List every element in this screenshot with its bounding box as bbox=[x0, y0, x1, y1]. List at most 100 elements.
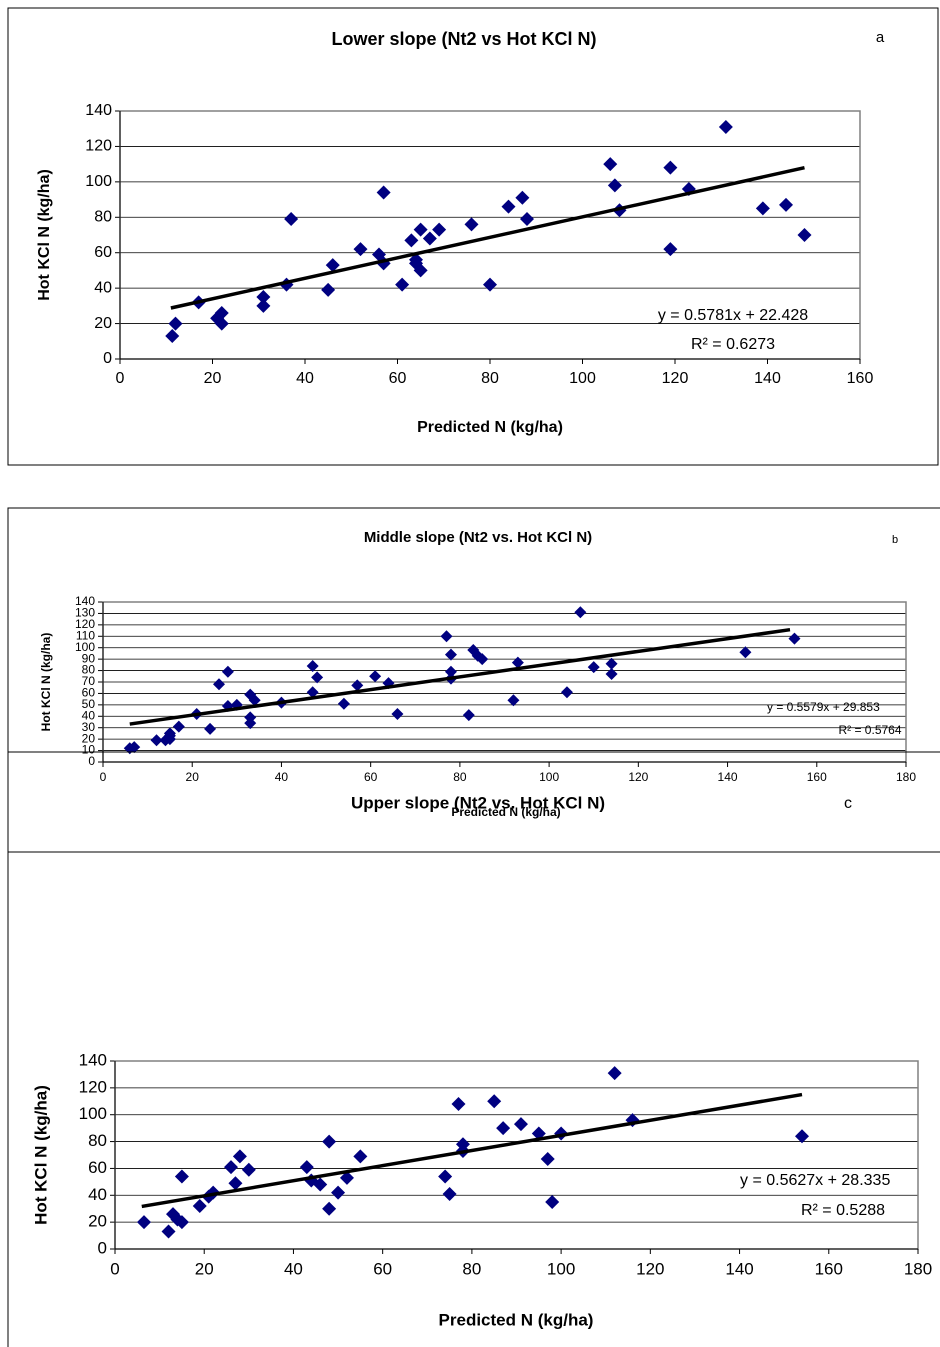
y-tick-label: 140 bbox=[85, 102, 112, 119]
data-point bbox=[321, 282, 336, 297]
x-tick-label: 0 bbox=[110, 1259, 119, 1278]
r-squared: R² = 0.6273 bbox=[691, 336, 775, 353]
y-tick-label: 60 bbox=[94, 244, 112, 261]
y-axis-label: Hot KCl N (kg/ha) bbox=[36, 169, 53, 301]
data-point bbox=[244, 717, 257, 730]
x-tick-label: 140 bbox=[725, 1259, 753, 1278]
data-point bbox=[663, 242, 678, 257]
data-point bbox=[513, 1117, 528, 1132]
data-point bbox=[755, 201, 770, 216]
x-tick-label: 80 bbox=[481, 370, 499, 387]
y-tick-label: 30 bbox=[82, 720, 96, 734]
data-point bbox=[322, 1201, 337, 1216]
data-point bbox=[256, 298, 271, 313]
y-tick-label: 40 bbox=[82, 708, 96, 722]
data-point bbox=[168, 316, 183, 331]
data-point bbox=[540, 1152, 555, 1167]
x-tick-label: 140 bbox=[718, 770, 738, 784]
panel-label: b bbox=[892, 534, 898, 546]
x-tick-label: 100 bbox=[547, 1259, 575, 1278]
data-point bbox=[244, 688, 257, 701]
data-point bbox=[788, 632, 801, 645]
data-point bbox=[603, 157, 618, 172]
x-tick-label: 160 bbox=[815, 1259, 843, 1278]
data-point bbox=[331, 1185, 346, 1200]
data-point bbox=[739, 646, 752, 659]
data-point bbox=[663, 160, 678, 175]
data-point bbox=[483, 277, 497, 292]
x-axis-label: Predicted N (kg/ha) bbox=[451, 805, 560, 819]
x-tick-label: 40 bbox=[284, 1259, 303, 1278]
x-tick-label: 160 bbox=[807, 770, 827, 784]
data-point bbox=[422, 231, 437, 246]
data-point bbox=[221, 665, 234, 678]
y-tick-label: 120 bbox=[85, 138, 112, 155]
data-point bbox=[322, 1134, 337, 1149]
y-tick-label: 60 bbox=[88, 1158, 107, 1177]
data-point bbox=[174, 1215, 189, 1230]
y-tick-label: 130 bbox=[75, 606, 95, 620]
chart-title: Lower slope (Nt2 vs Hot KCl N) bbox=[331, 29, 596, 49]
x-tick-label: 20 bbox=[186, 770, 200, 784]
data-point bbox=[232, 1149, 247, 1164]
data-point bbox=[476, 653, 489, 666]
panel-frame bbox=[7, 507, 940, 853]
x-tick-label: 40 bbox=[296, 370, 314, 387]
data-point bbox=[299, 1160, 314, 1175]
chart-title: Middle slope (Nt2 vs. Hot KCl N) bbox=[364, 529, 592, 546]
y-tick-label: 20 bbox=[88, 1212, 107, 1231]
data-point bbox=[797, 228, 812, 242]
data-point bbox=[212, 678, 225, 691]
x-tick-label: 160 bbox=[847, 370, 874, 387]
x-tick-label: 180 bbox=[904, 1259, 932, 1278]
y-tick-label: 110 bbox=[76, 628, 95, 642]
data-point bbox=[353, 1149, 368, 1164]
data-point bbox=[444, 648, 457, 661]
y-tick-label: 80 bbox=[82, 663, 96, 677]
x-tick-label: 100 bbox=[539, 770, 559, 784]
y-tick-label: 140 bbox=[79, 1050, 107, 1069]
data-point bbox=[337, 697, 350, 710]
data-point bbox=[174, 1169, 189, 1184]
data-point bbox=[587, 661, 600, 674]
data-point bbox=[779, 197, 793, 212]
data-point bbox=[306, 660, 319, 672]
y-tick-label: 0 bbox=[88, 754, 95, 768]
y-tick-label: 20 bbox=[82, 731, 96, 745]
r-squared: R² = 0.5764 bbox=[838, 723, 901, 737]
data-point bbox=[462, 709, 475, 722]
x-tick-label: 60 bbox=[373, 1259, 392, 1278]
data-point bbox=[545, 1195, 560, 1209]
panel-frame bbox=[7, 751, 940, 1347]
data-point bbox=[464, 217, 479, 232]
y-tick-label: 20 bbox=[94, 315, 112, 332]
data-point bbox=[284, 212, 299, 227]
data-point bbox=[404, 233, 419, 248]
data-point bbox=[214, 305, 229, 320]
data-point bbox=[496, 1121, 511, 1136]
y-tick-label: 90 bbox=[82, 651, 96, 665]
data-point bbox=[204, 722, 217, 735]
data-point bbox=[501, 199, 516, 214]
x-tick-label: 60 bbox=[364, 770, 378, 784]
data-point bbox=[515, 190, 530, 205]
r-squared: R² = 0.5288 bbox=[801, 1202, 885, 1219]
y-tick-label: 140 bbox=[75, 594, 95, 608]
data-point bbox=[605, 668, 618, 680]
y-tick-label: 10 bbox=[82, 743, 96, 757]
x-tick-label: 80 bbox=[453, 770, 467, 784]
data-point bbox=[256, 290, 271, 304]
data-point bbox=[325, 258, 340, 273]
y-tick-label: 100 bbox=[75, 640, 95, 654]
x-tick-label: 40 bbox=[275, 770, 289, 784]
y-tick-label: 100 bbox=[85, 173, 112, 190]
x-tick-label: 0 bbox=[116, 370, 125, 387]
trendline-equation: y = 0.5627x + 28.335 bbox=[740, 1172, 890, 1189]
data-point bbox=[136, 1215, 151, 1230]
data-point bbox=[511, 656, 524, 669]
x-axis-label: Predicted N (kg/ha) bbox=[439, 1310, 594, 1329]
y-tick-label: 100 bbox=[79, 1104, 107, 1123]
y-tick-label: 40 bbox=[88, 1185, 107, 1204]
